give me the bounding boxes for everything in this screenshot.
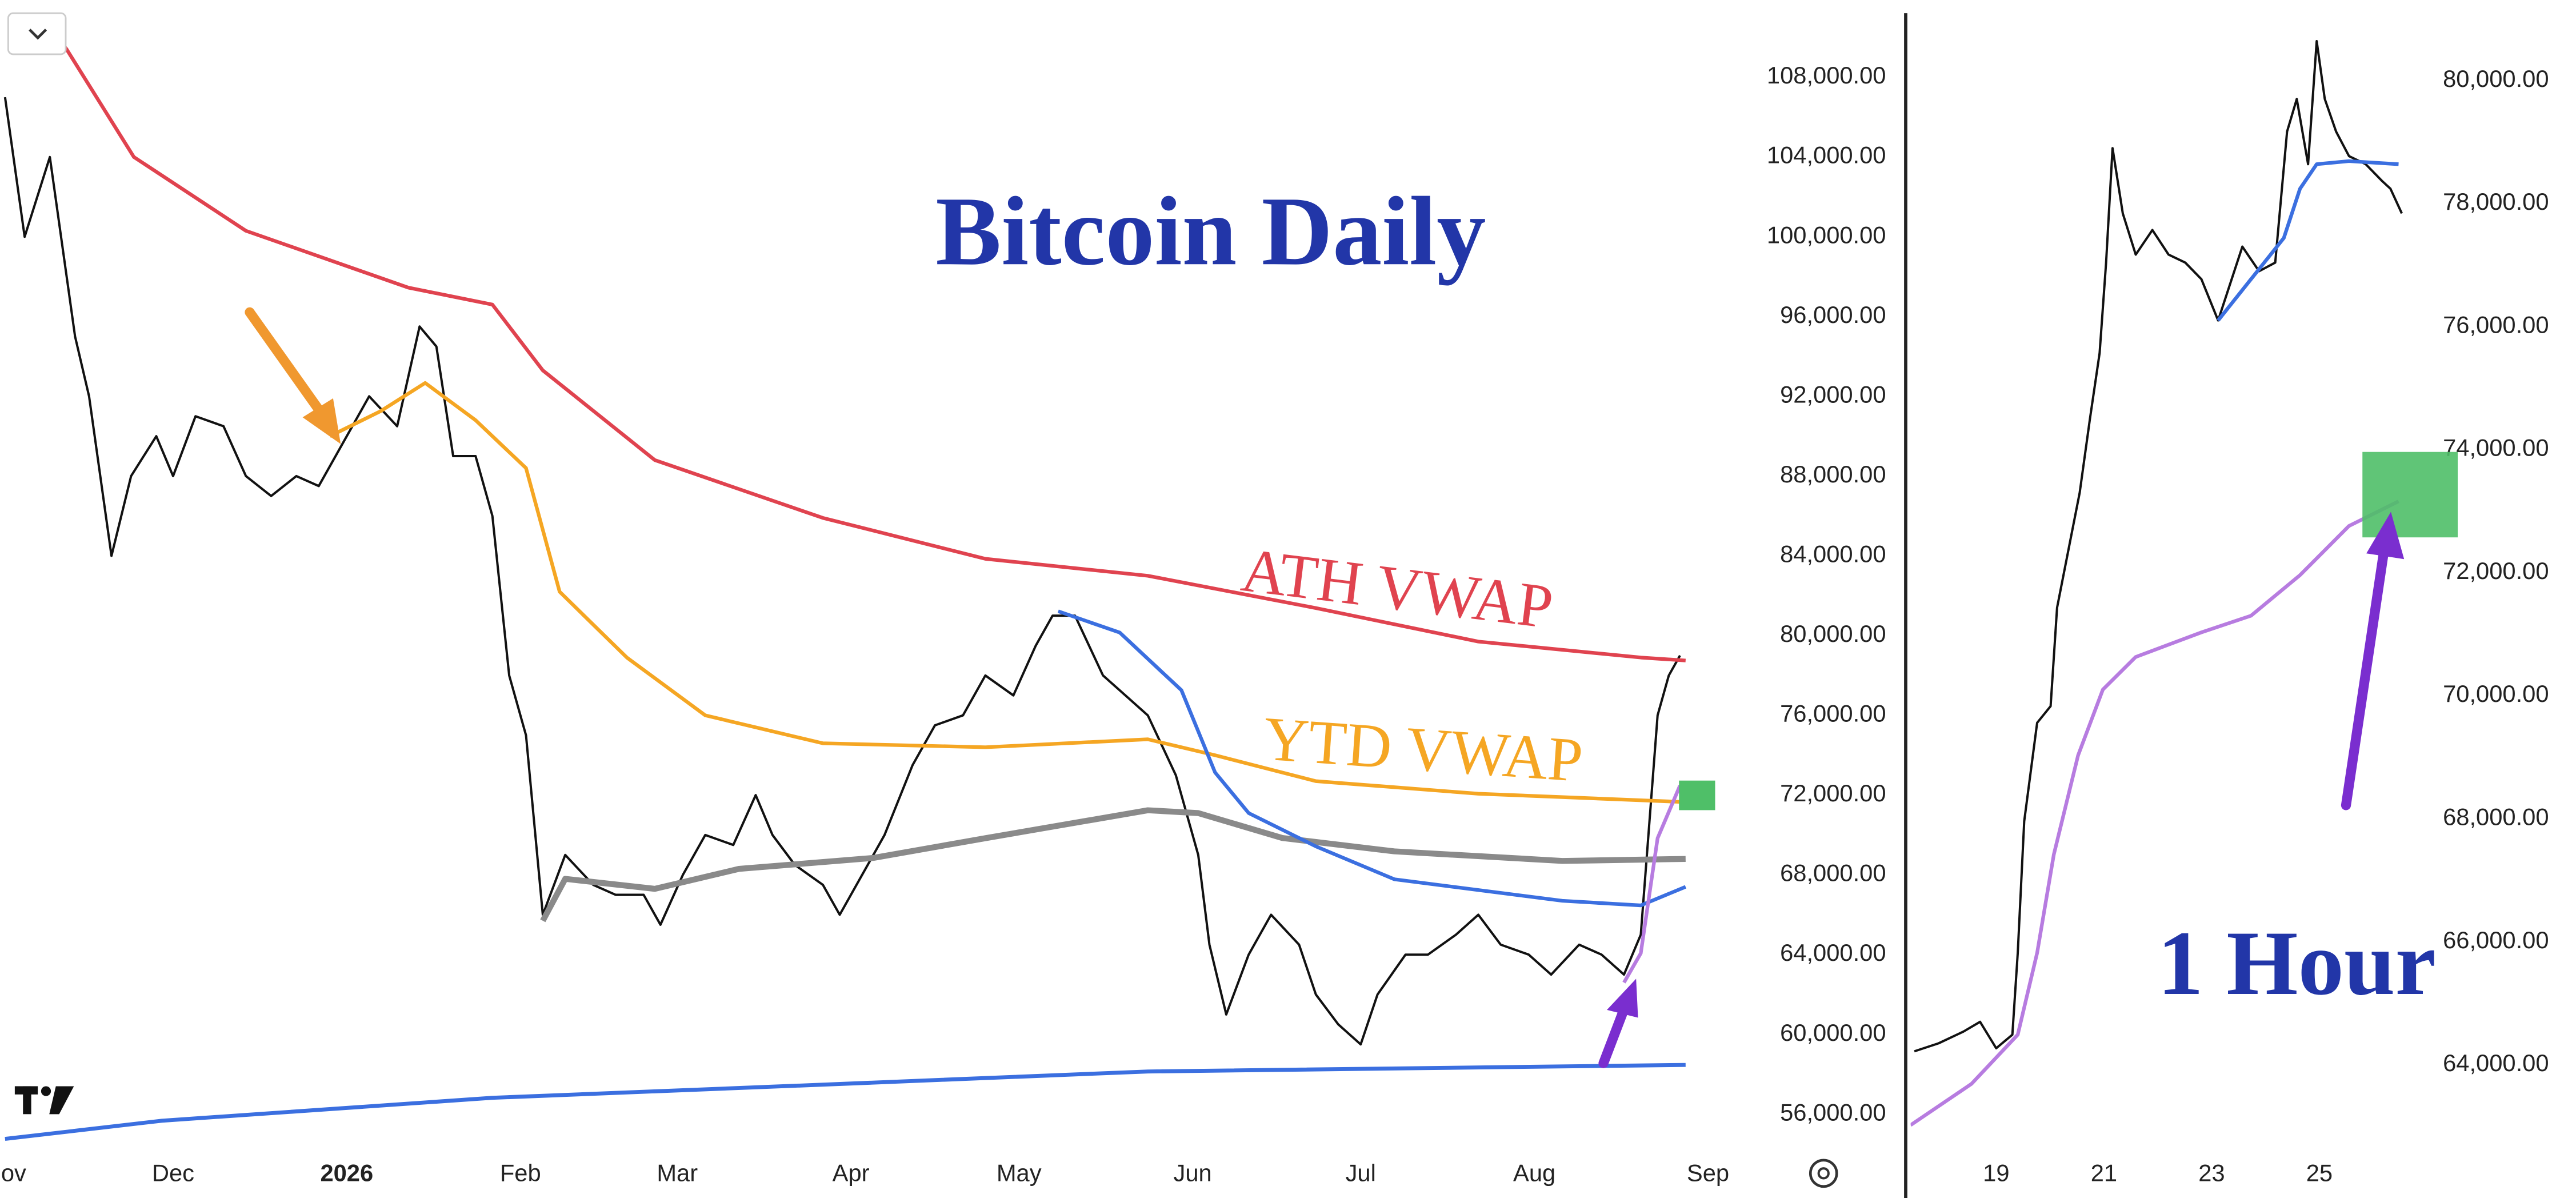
y-tick-label: 92,000.00 — [1780, 381, 1886, 408]
series-line — [48, 26, 1686, 662]
chart-title: 1 Hour — [2158, 912, 2436, 1014]
tradingview-logo — [14, 1086, 74, 1115]
series-line — [1622, 785, 1682, 984]
y-tick-label: 74,000.00 — [2443, 434, 2549, 461]
series-line — [2217, 159, 2399, 322]
axes: 56,000.00 60,000.00 64,000.00 68,000.00 72,0… — [0, 62, 2549, 1187]
highlight-box — [2362, 452, 2458, 538]
x-tick-label: Apr — [833, 1160, 870, 1187]
y-tick-label: 80,000.00 — [2443, 65, 2549, 92]
x-tick-label: 25 — [2306, 1160, 2333, 1187]
series-line — [1914, 39, 2403, 1053]
x-tick-label: 19 — [1983, 1160, 2009, 1187]
x-tick-label: Mar — [657, 1160, 698, 1187]
chart-title: Bitcoin Daily — [935, 177, 1486, 286]
x-tick-label: 23 — [2198, 1160, 2225, 1187]
y-tick-label: 66,000.00 — [2443, 927, 2549, 953]
y-tick-label: 84,000.00 — [1780, 540, 1886, 567]
x-tick-label: Sep — [1687, 1160, 1729, 1187]
y-tick-label: 96,000.00 — [1780, 301, 1886, 328]
highlight-box — [1679, 780, 1715, 810]
x-tick-label: Feb — [500, 1160, 541, 1187]
series-line — [1910, 500, 2399, 1127]
dropdown-button[interactable] — [7, 12, 67, 55]
settings-icon[interactable] — [1809, 1159, 1838, 1188]
y-tick-label: 108,000.00 — [1767, 62, 1886, 89]
series-line — [540, 807, 1686, 923]
y-tick-label: 68,000.00 — [1780, 860, 1886, 886]
x-tick-label: 2026 — [320, 1160, 373, 1187]
y-tick-label: 100,000.00 — [1767, 221, 1886, 248]
y-tick-label: 64,000.00 — [2443, 1049, 2549, 1076]
x-tick-label: Aug — [1513, 1160, 1555, 1187]
y-tick-label: 80,000.00 — [1780, 620, 1886, 647]
series-line — [3, 97, 1681, 1046]
y-tick-label: 70,000.00 — [2443, 680, 2549, 707]
y-tick-label: 60,000.00 — [1780, 1019, 1886, 1046]
orange-arrow — [245, 307, 341, 444]
y-tick-label: 104,000.00 — [1767, 142, 1886, 169]
series-line — [329, 381, 1686, 804]
y-tick-label: 76,000.00 — [2443, 311, 2549, 338]
x-tick-label: Jul — [1346, 1160, 1376, 1187]
x-tick-label: 21 — [2091, 1160, 2117, 1187]
x-tick-label: Nov — [0, 1160, 26, 1187]
y-tick-label: 68,000.00 — [2443, 804, 2549, 830]
purple-arrow — [1598, 512, 2405, 1068]
y-tick-label: 56,000.00 — [1780, 1099, 1886, 1125]
daily-plot — [3, 26, 1687, 1141]
x-tick-label: Jun — [1174, 1160, 1212, 1187]
y-tick-label: 64,000.00 — [1780, 939, 1886, 966]
hourly-plot — [1910, 39, 2403, 1127]
x-tick-label: Dec — [152, 1160, 194, 1187]
y-tick-label: 78,000.00 — [2443, 188, 2549, 215]
y-tick-label: 76,000.00 — [1780, 700, 1886, 727]
y-tick-label: 88,000.00 — [1780, 461, 1886, 488]
y-tick-label: 72,000.00 — [1780, 780, 1886, 806]
series-line — [1057, 609, 1687, 908]
y-tick-label: 72,000.00 — [2443, 557, 2549, 584]
x-tick-label: May — [997, 1160, 1042, 1187]
series-line — [5, 1063, 1686, 1141]
